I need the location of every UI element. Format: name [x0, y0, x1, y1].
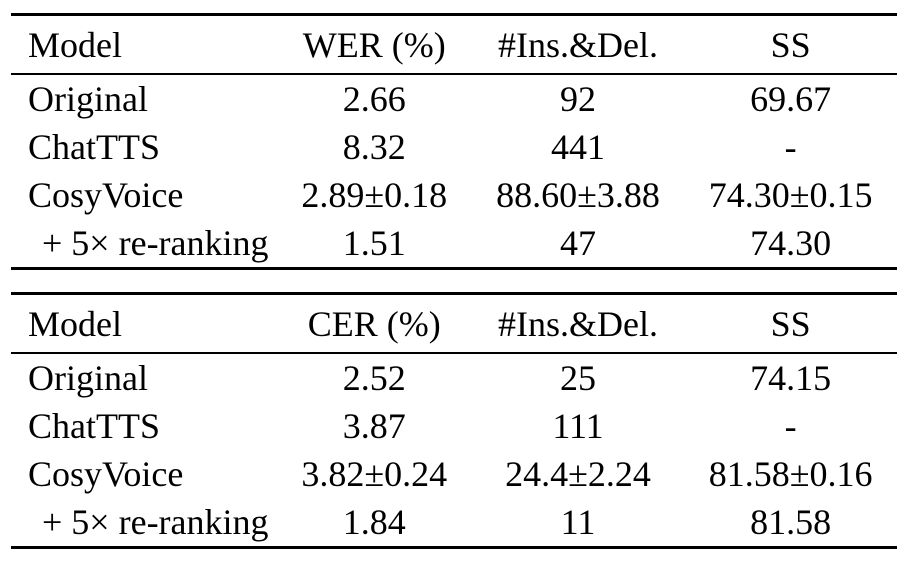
insdel-value-cell: 92 — [560, 79, 597, 119]
table-row: ChatTTS 8.32 441 - — [11, 123, 897, 171]
ss-value-cell: - — [784, 127, 797, 167]
insdel-value-cell: 47 — [560, 223, 597, 263]
cer-value-cell: 3.87 — [342, 406, 406, 446]
model-name-cell: Original — [28, 79, 148, 119]
ss-value-cell: 74.15 — [750, 358, 832, 398]
wer-table: Model WER (%) #Ins.&Del. SS Original 2.6… — [11, 13, 897, 270]
wer-value-cell: 1.51 — [342, 223, 406, 263]
table-row: + 5× re-ranking 1.51 47 74.30 — [11, 219, 897, 269]
table-header-row: Model CER (%) #Ins.&Del. SS — [11, 293, 897, 354]
ss-value-cell: 74.30 — [750, 223, 832, 263]
model-name-cell: CosyVoice — [28, 454, 184, 494]
insdel-value-cell: 11 — [560, 502, 596, 542]
table-row: + 5× re-ranking 1.84 11 81.58 — [11, 498, 897, 548]
model-name-cell: + 5× re-ranking — [42, 502, 269, 542]
column-header-wer: WER (%) — [276, 14, 472, 75]
model-name-cell: ChatTTS — [28, 127, 160, 167]
column-header-insdel: #Ins.&Del. — [471, 293, 685, 354]
ss-value-cell: 81.58±0.16 — [708, 454, 873, 494]
ss-value-cell: 74.30±0.15 — [708, 175, 873, 215]
wer-value-cell: 8.32 — [342, 127, 406, 167]
wer-value-cell: 2.66 — [342, 79, 406, 119]
table-row: Original 2.52 25 74.15 — [11, 353, 897, 402]
tables-container: Model WER (%) #Ins.&Del. SS Original 2.6… — [0, 13, 908, 549]
column-header-ss: SS — [684, 293, 897, 354]
insdel-value-cell: 441 — [551, 127, 606, 167]
insdel-value-cell: 111 — [552, 406, 604, 446]
column-header-model: Model — [11, 293, 277, 354]
model-name-cell: CosyVoice — [28, 175, 184, 215]
table-header-row: Model WER (%) #Ins.&Del. SS — [11, 14, 897, 75]
wer-value-cell: 2.89±0.18 — [301, 175, 448, 215]
insdel-value-cell: 24.4±2.24 — [505, 454, 651, 494]
cer-value-cell: 3.82±0.24 — [301, 454, 448, 494]
cer-value-cell: 2.52 — [342, 358, 406, 398]
cer-table: Model CER (%) #Ins.&Del. SS Original 2.5… — [11, 292, 897, 549]
column-header-insdel: #Ins.&Del. — [471, 14, 685, 75]
table-row: ChatTTS 3.87 111 - — [11, 402, 897, 450]
insdel-value-cell: 25 — [560, 358, 597, 398]
ss-value-cell: 81.58 — [750, 502, 832, 542]
model-name-cell: ChatTTS — [28, 406, 160, 446]
table-row: CosyVoice 2.89±0.18 88.60±3.88 74.30±0.1… — [11, 171, 897, 219]
column-header-ss: SS — [684, 14, 897, 75]
model-name-cell: + 5× re-ranking — [42, 223, 269, 263]
table-row: CosyVoice 3.82±0.24 24.4±2.24 81.58±0.16 — [11, 450, 897, 498]
ss-value-cell: - — [784, 406, 797, 446]
table-row: Original 2.66 92 69.67 — [11, 74, 897, 123]
model-name-cell: Original — [28, 358, 148, 398]
cer-value-cell: 1.84 — [342, 502, 406, 542]
column-header-cer: CER (%) — [276, 293, 472, 354]
column-header-model: Model — [11, 14, 277, 75]
insdel-value-cell: 88.60±3.88 — [496, 175, 660, 215]
ss-value-cell: 69.67 — [750, 79, 832, 119]
